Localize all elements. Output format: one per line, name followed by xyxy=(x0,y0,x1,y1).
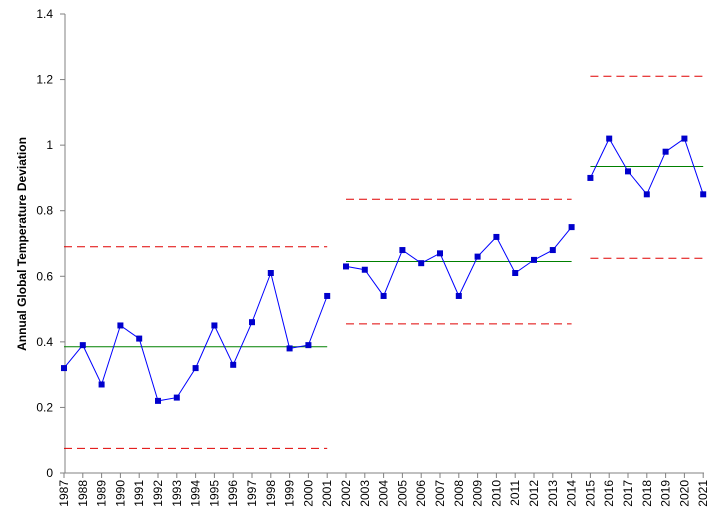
x-tick-label: 2015 xyxy=(583,480,597,507)
data-point xyxy=(61,365,67,372)
data-point xyxy=(493,233,500,240)
y-tick-label: 0.8 xyxy=(36,204,53,218)
data-point xyxy=(512,270,519,277)
x-tick-label: 2004 xyxy=(377,480,391,507)
data-point xyxy=(380,292,387,299)
x-tick-label: 1994 xyxy=(189,480,203,507)
x-tick-label: 2016 xyxy=(602,480,616,507)
x-tick-label: 2002 xyxy=(339,480,353,507)
data-point xyxy=(305,342,312,349)
data-point xyxy=(230,361,237,368)
x-tick-label: 2014 xyxy=(565,480,579,507)
data-point xyxy=(700,191,707,198)
data-point xyxy=(568,224,575,231)
x-tick-label: 2003 xyxy=(358,480,372,507)
series xyxy=(61,135,707,404)
x-tick-label: 2017 xyxy=(621,480,635,507)
data-point xyxy=(267,270,274,277)
data-point xyxy=(418,260,425,267)
reference-lines xyxy=(64,75,704,449)
x-tick-label: 2008 xyxy=(452,480,466,507)
data-point xyxy=(662,148,669,155)
x-tick-label: 2010 xyxy=(489,480,503,507)
x-axis-ticks: 1987 1988 1989 1990 1991 1992 1993 1994 1995 1996… xyxy=(57,473,710,507)
x-tick-label: 2021 xyxy=(696,480,710,507)
x-tick-label: 2009 xyxy=(471,480,485,507)
data-point xyxy=(625,168,631,175)
x-tick-label: 1988 xyxy=(76,480,90,507)
data-point xyxy=(79,342,86,349)
x-tick-label: 1996 xyxy=(226,480,240,507)
y-tick-label: 1.4 xyxy=(36,7,53,21)
x-tick-label: 1998 xyxy=(264,480,278,507)
y-tick-label: 0.2 xyxy=(36,400,53,414)
data-point xyxy=(606,135,613,142)
x-tick-label: 2005 xyxy=(395,480,409,507)
x-tick-label: 1989 xyxy=(95,480,109,507)
data-point xyxy=(155,397,161,404)
data-point xyxy=(173,394,180,401)
y-axis-label: Annual Global Temperature Deviation xyxy=(15,137,29,351)
axes xyxy=(64,14,704,474)
x-tick-label: 2013 xyxy=(546,480,560,507)
data-point xyxy=(531,256,537,263)
x-tick-label: 1997 xyxy=(245,480,259,507)
data-point xyxy=(455,292,462,299)
data-point xyxy=(343,263,349,270)
data-point xyxy=(136,335,143,342)
x-tick-label: 2007 xyxy=(433,480,447,507)
data-point xyxy=(681,135,688,142)
data-point xyxy=(399,247,406,254)
y-tick-label: 1.2 xyxy=(36,73,53,87)
data-point xyxy=(117,322,124,329)
x-tick-label: 1987 xyxy=(57,480,71,507)
x-tick-label: 1999 xyxy=(283,480,297,507)
data-point xyxy=(549,247,556,254)
y-tick-label: 1 xyxy=(46,138,53,152)
x-tick-label: 1990 xyxy=(113,480,127,507)
y-tick-label: 0.6 xyxy=(36,269,53,283)
y-axis-ticks: 0 0.2 0.4 0.6 0.8 1 1.2 1.4 xyxy=(36,7,65,480)
data-point xyxy=(643,191,650,198)
data-point xyxy=(437,250,443,257)
data-point xyxy=(474,253,481,260)
x-tick-label: 1995 xyxy=(207,480,221,507)
x-tick-label: 2012 xyxy=(527,480,541,507)
data-point xyxy=(192,365,199,372)
x-tick-label: 2011 xyxy=(508,480,522,506)
x-tick-label: 1992 xyxy=(151,480,165,507)
x-tick-label: 1991 xyxy=(132,480,146,507)
data-point xyxy=(587,174,594,181)
data-point xyxy=(286,345,293,352)
x-tick-label: 1993 xyxy=(170,480,184,507)
data-point xyxy=(211,322,218,329)
x-tick-label: 2019 xyxy=(659,480,673,507)
x-tick-label: 2006 xyxy=(414,480,428,507)
x-tick-label: 2000 xyxy=(301,480,315,507)
data-point xyxy=(249,319,255,326)
x-tick-label: 2020 xyxy=(677,480,691,507)
data-point xyxy=(324,292,331,299)
x-tick-label: 2018 xyxy=(640,480,654,507)
data-point xyxy=(361,266,368,273)
y-tick-label: 0 xyxy=(46,466,53,480)
data-point xyxy=(98,381,105,388)
x-tick-label: 2001 xyxy=(320,480,334,507)
y-tick-label: 0.4 xyxy=(36,335,53,349)
